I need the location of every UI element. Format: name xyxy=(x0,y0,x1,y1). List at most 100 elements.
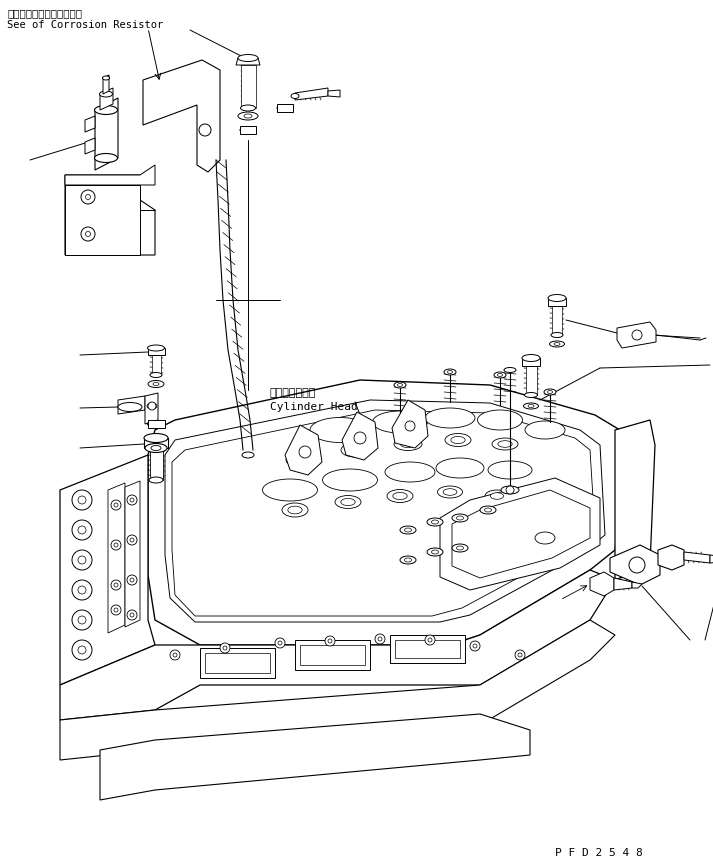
Ellipse shape xyxy=(341,498,355,505)
Polygon shape xyxy=(710,555,713,563)
Polygon shape xyxy=(241,65,256,108)
Ellipse shape xyxy=(341,443,369,457)
Ellipse shape xyxy=(551,332,563,337)
Circle shape xyxy=(130,613,134,617)
Polygon shape xyxy=(150,448,163,480)
Circle shape xyxy=(405,421,415,431)
Polygon shape xyxy=(125,481,140,627)
Ellipse shape xyxy=(245,129,252,131)
Circle shape xyxy=(325,636,335,646)
Circle shape xyxy=(72,580,92,600)
Ellipse shape xyxy=(144,433,168,443)
Circle shape xyxy=(223,646,227,650)
Circle shape xyxy=(278,641,282,645)
Ellipse shape xyxy=(452,514,468,522)
Ellipse shape xyxy=(291,93,299,99)
Circle shape xyxy=(86,195,91,200)
Polygon shape xyxy=(240,126,256,134)
Ellipse shape xyxy=(147,403,157,409)
Circle shape xyxy=(127,610,137,620)
Ellipse shape xyxy=(445,433,471,446)
Polygon shape xyxy=(440,478,600,590)
Ellipse shape xyxy=(427,548,443,556)
Text: See of Corrosion Resistor: See of Corrosion Resistor xyxy=(7,20,163,30)
Polygon shape xyxy=(615,420,655,580)
Ellipse shape xyxy=(456,546,463,550)
Polygon shape xyxy=(60,455,155,685)
Polygon shape xyxy=(144,438,168,448)
Ellipse shape xyxy=(148,381,164,388)
Circle shape xyxy=(148,402,156,410)
Ellipse shape xyxy=(288,506,302,514)
Polygon shape xyxy=(148,348,165,355)
Ellipse shape xyxy=(548,390,553,394)
Polygon shape xyxy=(658,545,684,570)
Circle shape xyxy=(86,232,91,236)
Ellipse shape xyxy=(427,518,443,526)
Polygon shape xyxy=(95,98,118,170)
Ellipse shape xyxy=(404,558,411,562)
Bar xyxy=(295,640,370,670)
Ellipse shape xyxy=(400,526,416,534)
Circle shape xyxy=(72,640,92,660)
Circle shape xyxy=(81,190,95,204)
Polygon shape xyxy=(152,355,161,375)
Ellipse shape xyxy=(153,382,159,386)
Polygon shape xyxy=(148,420,165,428)
Polygon shape xyxy=(632,582,642,588)
Ellipse shape xyxy=(494,372,506,378)
Circle shape xyxy=(78,616,86,624)
Polygon shape xyxy=(118,396,145,414)
Polygon shape xyxy=(143,60,220,172)
Ellipse shape xyxy=(347,446,363,454)
Circle shape xyxy=(127,535,137,545)
Ellipse shape xyxy=(242,452,254,458)
Ellipse shape xyxy=(238,54,258,61)
Circle shape xyxy=(130,538,134,542)
Ellipse shape xyxy=(151,445,161,451)
Polygon shape xyxy=(610,545,660,585)
Circle shape xyxy=(78,646,86,654)
Polygon shape xyxy=(392,400,428,448)
Circle shape xyxy=(114,543,118,547)
Ellipse shape xyxy=(400,440,416,447)
Polygon shape xyxy=(684,552,710,563)
Ellipse shape xyxy=(372,411,428,433)
Polygon shape xyxy=(100,714,530,800)
Circle shape xyxy=(111,580,121,590)
Circle shape xyxy=(425,635,435,645)
Circle shape xyxy=(111,500,121,510)
Bar xyxy=(205,653,270,673)
Circle shape xyxy=(173,653,177,657)
Ellipse shape xyxy=(400,556,416,564)
Ellipse shape xyxy=(498,374,503,376)
Ellipse shape xyxy=(95,153,118,163)
Ellipse shape xyxy=(492,438,518,450)
Ellipse shape xyxy=(404,528,411,532)
Polygon shape xyxy=(552,306,562,335)
Polygon shape xyxy=(60,620,615,760)
Circle shape xyxy=(72,550,92,570)
Circle shape xyxy=(473,644,477,648)
Polygon shape xyxy=(165,400,605,622)
Ellipse shape xyxy=(438,486,463,498)
Text: Cylinder Head: Cylinder Head xyxy=(270,402,358,412)
Circle shape xyxy=(515,650,525,660)
Polygon shape xyxy=(148,380,625,645)
Circle shape xyxy=(72,490,92,510)
Ellipse shape xyxy=(244,114,252,118)
Ellipse shape xyxy=(385,462,435,482)
Polygon shape xyxy=(100,88,113,110)
Ellipse shape xyxy=(488,461,532,479)
Ellipse shape xyxy=(550,341,565,347)
Ellipse shape xyxy=(148,420,165,427)
Polygon shape xyxy=(522,358,540,366)
Circle shape xyxy=(470,641,480,651)
Circle shape xyxy=(127,575,137,585)
Ellipse shape xyxy=(153,422,160,426)
Ellipse shape xyxy=(498,440,512,447)
Polygon shape xyxy=(526,366,537,395)
Circle shape xyxy=(78,526,86,534)
Circle shape xyxy=(375,634,385,644)
Polygon shape xyxy=(277,104,293,112)
